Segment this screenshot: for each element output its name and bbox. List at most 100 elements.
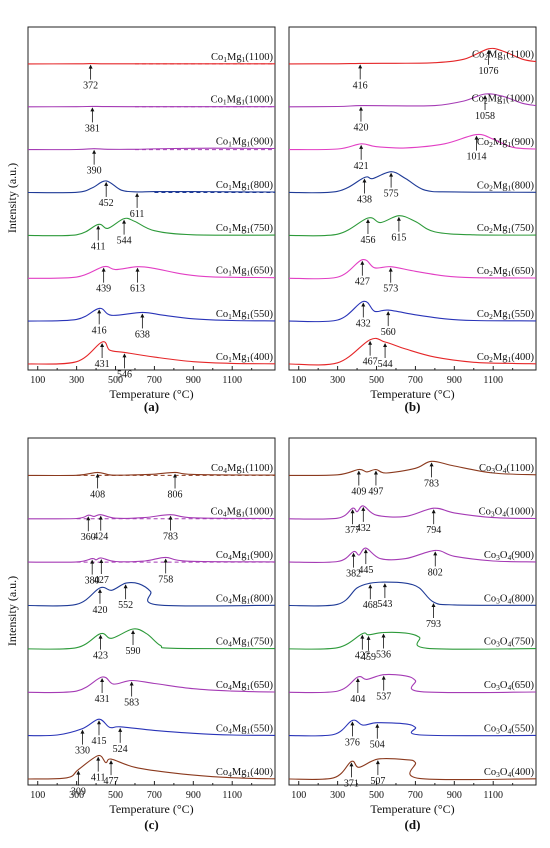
series-line [288, 505, 537, 520]
x-tick-label: 300 [330, 790, 345, 801]
series-label-part: 2 [489, 312, 493, 321]
series-label-part: O [495, 463, 503, 474]
peak-label: 544 [378, 359, 393, 370]
series-label-part: (1100) [245, 463, 273, 474]
series-line [27, 341, 276, 365]
series-line [27, 307, 276, 322]
series-label-part: (800) [511, 180, 534, 191]
series-line [288, 215, 537, 237]
series-label-part: Co [216, 266, 228, 277]
peak-arrowhead [355, 678, 360, 683]
series-label-part: 1 [228, 312, 232, 321]
series-label-part: (800) [250, 180, 273, 191]
series-label-part: Co [477, 266, 489, 277]
series-label-part: Mg [232, 136, 247, 147]
peak-arrowhead [361, 506, 366, 511]
peak-arrowhead [358, 106, 363, 111]
series-label-part: Mg [232, 309, 247, 320]
peak-label: 611 [130, 209, 145, 220]
peak-arrowhead [431, 509, 436, 514]
peak-label: 583 [124, 698, 139, 709]
peak-arrowhead [474, 135, 479, 140]
peak-arrowhead [163, 558, 168, 563]
panel-caption: (d) [405, 817, 421, 832]
peak-label: 432 [356, 523, 371, 534]
series-label-part: 1 [223, 98, 227, 107]
series-line [288, 460, 537, 476]
series-label-part: 3 [496, 770, 500, 779]
series-label-part: 1 [228, 226, 232, 235]
series-line [27, 265, 276, 279]
series-label-part: 2 [489, 355, 493, 364]
series-Co2Mg1(750): Co2Mg1(750) 456 615 [288, 215, 537, 246]
peak-arrowhead [88, 64, 93, 69]
series-label-part: 4 [228, 596, 232, 605]
peak-arrowhead [382, 583, 387, 588]
series-label-part: Mg [232, 680, 247, 691]
plot-frame [288, 26, 537, 371]
peak-label: 783 [163, 532, 178, 543]
peak-arrowhead [368, 340, 373, 345]
peak-label: 560 [381, 327, 396, 338]
peak-arrowhead [356, 470, 361, 475]
series-line [288, 758, 537, 781]
x-tick-label: 300 [69, 375, 84, 386]
series-line [288, 47, 537, 65]
series-line [288, 719, 537, 737]
peak-label: 456 [360, 235, 375, 246]
series-label-part: Co [216, 637, 228, 648]
peak-label: 802 [428, 567, 443, 578]
x-tick-label: 700 [147, 375, 162, 386]
peak-label: 638 [135, 329, 150, 340]
series-label: Co1Mg1(400) [216, 352, 274, 364]
series-label-part: 1 [247, 183, 251, 192]
peak-arrowhead [368, 584, 373, 589]
peak-arrowhead [168, 515, 173, 520]
series-Co4Mg1(800): Co4Mg1(800) 420 552 [27, 582, 276, 616]
series-label-part: 1 [247, 640, 251, 649]
peak-label: 793 [426, 619, 441, 630]
peak-label: 467 [363, 357, 378, 368]
series-label-part: Mg [232, 352, 247, 363]
series-label-part: Co [211, 95, 223, 106]
series-label-part: Mg [488, 50, 503, 61]
peak-arrowhead [96, 756, 101, 761]
series-Co1Mg1(650): Co1Mg1(650)439 613 [27, 265, 276, 295]
series-Co2Mg1(650): Co2Mg1(650) 427 573 [288, 259, 537, 295]
series-label-part: Mg [493, 137, 508, 148]
series-label-part: O [500, 550, 508, 561]
peak-label: 416 [92, 325, 107, 336]
x-tick-label: 300 [69, 790, 84, 801]
x-tick-label: 900 [186, 790, 201, 801]
series-label-part: (750) [511, 223, 534, 234]
peak-label: 497 [368, 487, 383, 498]
series-label-part: 4 [508, 596, 512, 605]
series-label-part: (650) [511, 680, 534, 691]
series-label-part: O [500, 723, 508, 734]
peak-label: 546 [117, 369, 132, 380]
series-label-part: Co [484, 550, 496, 561]
series-line [27, 676, 276, 694]
peak-label: 431 [95, 694, 110, 705]
series-label: Co3O4(400) [484, 767, 535, 779]
series-Co3O4(800): Co3O4(800) 468 543 793 [288, 581, 537, 630]
peak-label: 452 [99, 198, 114, 209]
peak-label: 575 [384, 189, 399, 200]
peak-label: 543 [377, 599, 392, 610]
series-label-part: (1000) [506, 94, 534, 105]
series-label-part: (750) [511, 637, 534, 648]
peak-arrowhead [98, 515, 103, 520]
series-line [288, 93, 537, 108]
peak-label: 409 [351, 487, 366, 498]
peak-label: 590 [126, 646, 141, 657]
series-label-part: (650) [250, 680, 273, 691]
series-label: Co3O4(1100) [479, 463, 534, 475]
series-label-part: 1 [242, 466, 246, 475]
series-label-part: 4 [228, 553, 232, 562]
